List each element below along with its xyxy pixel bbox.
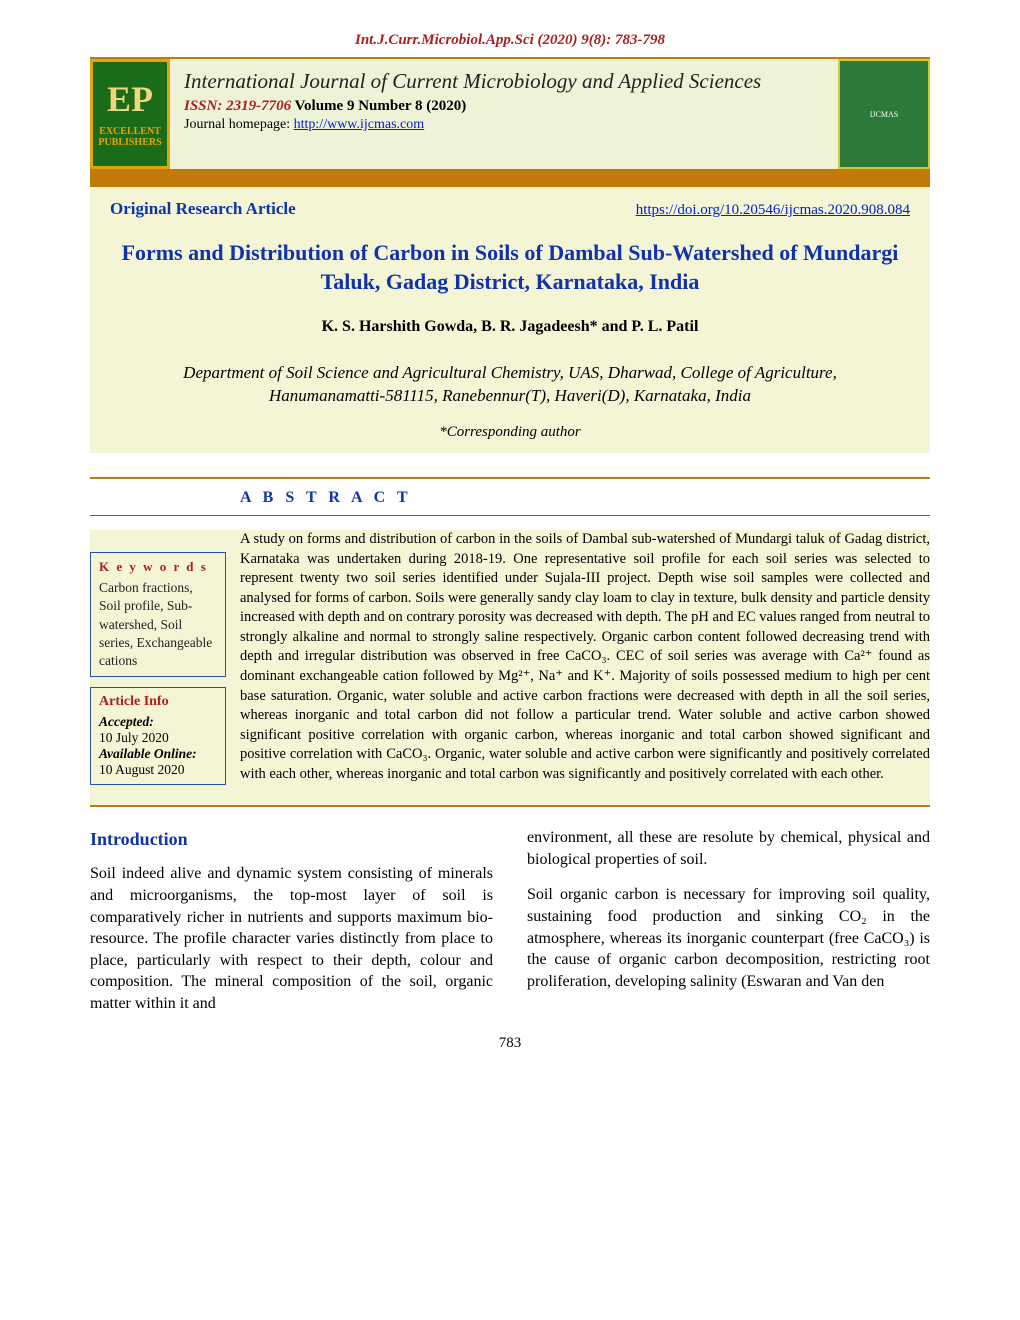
- column-left: Introduction Soil indeed alive and dynam…: [90, 827, 493, 1014]
- side-boxes: K e y w o r d s Carbon fractions, Soil p…: [90, 530, 226, 795]
- accepted-row: Accepted: 10 July 2020: [99, 714, 217, 746]
- article-info-heading: Article Info: [99, 694, 217, 710]
- journal-badge: IJCMAS: [838, 59, 930, 169]
- paper-title: Forms and Distribution of Carbon in Soil…: [120, 239, 900, 296]
- keywords-text: Carbon fractions, Soil profile, Sub-wate…: [99, 579, 217, 670]
- intro-paragraph-3: Soil organic carbon is necessary for imp…: [527, 884, 930, 992]
- accepted-value: 10 July 2020: [99, 730, 169, 745]
- abstract-heading: A B S T R A C T: [240, 489, 930, 507]
- article-type: Original Research Article: [110, 199, 296, 219]
- running-header: Int.J.Curr.Microbiol.App.Sci (2020) 9(8)…: [90, 32, 930, 49]
- article-doi-row: Original Research Article https://doi.or…: [110, 199, 910, 219]
- issn-label: ISSN: 2319-7706: [184, 98, 291, 114]
- homepage-label: Journal homepage:: [184, 117, 294, 132]
- introduction-section: Introduction Soil indeed alive and dynam…: [90, 827, 930, 1014]
- divider-blue: [90, 515, 930, 516]
- introduction-heading: Introduction: [90, 827, 493, 851]
- affiliation: Department of Soil Science and Agricultu…: [128, 362, 892, 408]
- abstract-text: A study on forms and distribution of car…: [240, 530, 930, 795]
- intro-paragraph-1: Soil indeed alive and dynamic system con…: [90, 863, 493, 1014]
- divider-orange-top: [90, 477, 930, 479]
- online-label: Available Online:: [99, 746, 197, 761]
- page-number: 783: [90, 1035, 930, 1052]
- keywords-heading: K e y w o r d s: [99, 559, 217, 575]
- publisher-logo: EP EXCELLENT PUBLISHERS: [90, 59, 170, 169]
- masthead-text: International Journal of Current Microbi…: [180, 59, 828, 139]
- online-value: 10 August 2020: [99, 762, 185, 777]
- column-right: environment, all these are resolute by c…: [527, 827, 930, 1014]
- abstract-body: K e y w o r d s Carbon fractions, Soil p…: [90, 530, 930, 805]
- journal-title: International Journal of Current Microbi…: [184, 69, 828, 94]
- orange-divider-bar: [90, 169, 930, 187]
- accepted-label: Accepted:: [99, 714, 154, 729]
- online-row: Available Online: 10 August 2020: [99, 746, 217, 778]
- keywords-box: K e y w o r d s Carbon fractions, Soil p…: [90, 552, 226, 677]
- homepage-link[interactable]: http://www.ijcmas.com: [294, 117, 425, 132]
- homepage-line: Journal homepage: http://www.ijcmas.com: [184, 117, 828, 133]
- doi-link[interactable]: https://doi.org/10.20546/ijcmas.2020.908…: [636, 202, 910, 219]
- issn-line: ISSN: 2319-7706 Volume 9 Number 8 (2020): [184, 98, 828, 115]
- article-info-box: Article Info Accepted: 10 July 2020 Avai…: [90, 687, 226, 785]
- page-root: Int.J.Curr.Microbiol.App.Sci (2020) 9(8)…: [0, 0, 1020, 1052]
- abstract-section: A B S T R A C T K e y w o r d s Carbon f…: [90, 477, 930, 807]
- title-panel: Original Research Article https://doi.or…: [90, 187, 930, 453]
- logo-publisher-label: EXCELLENT PUBLISHERS: [93, 126, 167, 148]
- logo-ep-text: EP: [107, 80, 153, 120]
- corresponding-author: *Corresponding author: [110, 424, 910, 441]
- masthead: EP EXCELLENT PUBLISHERS International Jo…: [90, 57, 930, 169]
- divider-orange-bottom: [90, 805, 930, 807]
- authors: K. S. Harshith Gowda, B. R. Jagadeesh* a…: [110, 318, 910, 336]
- volume-text: Volume 9 Number 8 (2020): [291, 98, 466, 114]
- intro-paragraph-2: environment, all these are resolute by c…: [527, 827, 930, 870]
